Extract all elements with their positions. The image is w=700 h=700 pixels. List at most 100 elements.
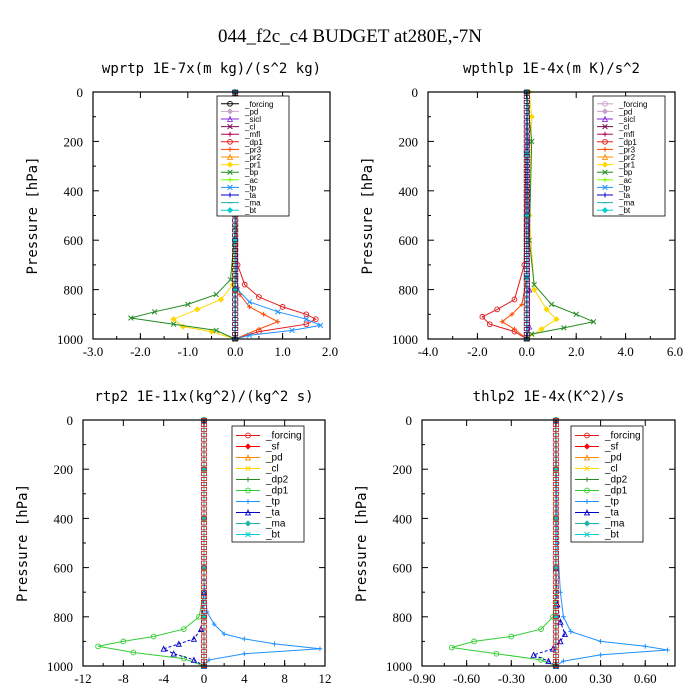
panel4-zero-profile-marker bbox=[552, 550, 559, 555]
panel2-series-pr3-point bbox=[499, 319, 505, 325]
panel3-zero-profile-marker bbox=[200, 486, 207, 491]
panel3-legend-marker bbox=[245, 465, 251, 472]
panel3-zero-profile-marker bbox=[200, 570, 207, 575]
panel3-legend-label: _bt bbox=[265, 530, 280, 541]
panel1-series-pr3-point bbox=[237, 292, 243, 297]
panel2-series-pr1-point bbox=[528, 113, 535, 120]
panel1-legend-marker bbox=[226, 207, 234, 214]
panel2-zero-profile-marker bbox=[523, 144, 530, 149]
panel1-series-bt-point bbox=[232, 286, 239, 293]
panel3-series-dp1-point bbox=[95, 643, 101, 650]
panel2-ytick-label: 800 bbox=[399, 283, 419, 298]
panel2-zero-profile-marker bbox=[523, 173, 530, 178]
panel1-ytick-label: 400 bbox=[64, 184, 84, 199]
panel2-legend-marker bbox=[601, 108, 609, 115]
panel4-series-dp1-point bbox=[471, 638, 477, 645]
panel2-zero-profile-marker bbox=[523, 149, 530, 154]
panel2-series-dp1-point bbox=[486, 321, 493, 328]
panel4-zero-profile-marker bbox=[552, 580, 559, 585]
panel3-series-dp1-point bbox=[180, 626, 187, 632]
panel3-series-tp-point bbox=[241, 636, 247, 642]
panel2-xtick-label: 4.0 bbox=[617, 344, 633, 359]
panel2-series-pr3-point bbox=[512, 326, 517, 332]
panel4-ytick-label: 0 bbox=[406, 413, 413, 428]
panel3-series-ta-point bbox=[175, 640, 182, 647]
panel3-series-ta-point bbox=[190, 656, 198, 663]
panel2-series-sicl-point bbox=[526, 286, 533, 293]
panel2-zero-profile-marker bbox=[523, 262, 530, 267]
panel1-series-bp-point bbox=[128, 315, 134, 321]
panel2-legend-label: _pr2 bbox=[618, 153, 636, 162]
panel1-zero-profile-marker bbox=[232, 262, 239, 267]
panel3-ytick-label: 200 bbox=[54, 462, 74, 477]
panel3-zero-profile-marker bbox=[200, 452, 207, 457]
panel1-zero-profile-marker bbox=[232, 297, 239, 302]
panel3-xtick-label: 0 bbox=[201, 671, 208, 686]
panel1-legend-marker bbox=[227, 100, 233, 107]
panel2-zero-profile-marker bbox=[523, 322, 530, 327]
panel2-series-pr3-point bbox=[509, 311, 515, 317]
panel3-series-dp1-point bbox=[150, 633, 157, 640]
panel2-series-dp1-point bbox=[494, 306, 501, 313]
panel3-title: rtp2 1E-11x(kg^2)/(kg^2 s) bbox=[94, 389, 313, 405]
panel2-legend-marker bbox=[602, 169, 608, 175]
panel4-zero-profile-marker bbox=[552, 619, 559, 624]
panel2-legend-marker bbox=[601, 115, 609, 122]
panel2-zero-profile-marker bbox=[523, 203, 530, 208]
panel4-series-tp-point bbox=[560, 658, 566, 664]
panel4-series-tp-point bbox=[598, 652, 603, 658]
panel4-zero-profile-marker bbox=[552, 560, 559, 565]
panel1-zero-profile-marker bbox=[232, 228, 239, 233]
panel4-zero-profile-marker bbox=[552, 467, 559, 472]
panel3-zero-profile-marker bbox=[200, 565, 207, 570]
panel3-ylabel: Pressure [hPa] bbox=[15, 484, 31, 602]
panel4-zero-profile-marker bbox=[552, 442, 559, 447]
panel3-legend-marker bbox=[245, 477, 251, 482]
panel1-series-bp-point bbox=[185, 301, 191, 308]
panel2-ytick-label: 1000 bbox=[392, 332, 418, 347]
panel4-legend-label: _tp bbox=[604, 497, 619, 508]
panel3-zero-profile-marker bbox=[200, 629, 207, 634]
panel3-series-ta-point bbox=[160, 645, 167, 652]
panel1-ytick-label: 1000 bbox=[57, 332, 83, 347]
panel3-legend-label: _ma bbox=[265, 519, 286, 530]
panel3-zero-profile-marker bbox=[200, 595, 207, 600]
panel3-ytick-label: 0 bbox=[67, 413, 74, 428]
panel1-zero-profile-marker bbox=[232, 327, 239, 332]
panel1-legend-label: _tp bbox=[244, 183, 257, 192]
panel2-zero-profile-marker bbox=[523, 223, 530, 228]
panel2-series-bt-point bbox=[523, 212, 530, 219]
panel2-legend-marker bbox=[602, 147, 608, 152]
panel1-ytick-label: 600 bbox=[64, 233, 84, 248]
panel1-legend-label: _bp bbox=[244, 168, 259, 177]
panel4-legend-marker bbox=[583, 509, 591, 516]
panel3-zero-profile-marker bbox=[200, 432, 207, 437]
panel2-ytick-label: 200 bbox=[399, 134, 419, 149]
panel2-zero-profile-marker bbox=[523, 267, 530, 272]
panel4-zero-profile-marker bbox=[552, 570, 559, 575]
panel2-series-bp-point bbox=[573, 311, 579, 318]
panel1-legend-label: _pr3 bbox=[244, 145, 262, 154]
panel1-series-dp1-point bbox=[303, 311, 310, 318]
panel2-xtick-label: -4.0 bbox=[418, 344, 439, 359]
panel2-xtick-label: -2.0 bbox=[467, 344, 488, 359]
panel2-series-pr1-point bbox=[531, 286, 538, 293]
panel2-legend-label: _ac bbox=[618, 176, 632, 185]
panel3-zero-profile-marker bbox=[200, 437, 207, 442]
panel3-xtick-label: -4 bbox=[158, 671, 169, 686]
panel2-zero-profile-marker bbox=[523, 114, 530, 119]
panel1-zero-profile-marker bbox=[232, 272, 239, 277]
panel2-zero-profile-marker bbox=[523, 218, 530, 223]
panel1-legend-label: _dp1 bbox=[244, 138, 263, 147]
panel3-zero-profile-marker bbox=[200, 614, 207, 619]
panel3-zero-profile-marker bbox=[200, 550, 207, 555]
panel1-series-dp1-point bbox=[312, 316, 319, 323]
panel4-zero-profile-marker bbox=[552, 511, 559, 516]
panel3-series-ta-point bbox=[190, 635, 198, 642]
panel4-zero-profile-marker bbox=[552, 477, 559, 482]
panel2-series-dp1-point bbox=[511, 296, 518, 303]
panel1-legend-label: _pr1 bbox=[244, 161, 262, 170]
panel1-zero-profile-marker bbox=[232, 243, 239, 248]
